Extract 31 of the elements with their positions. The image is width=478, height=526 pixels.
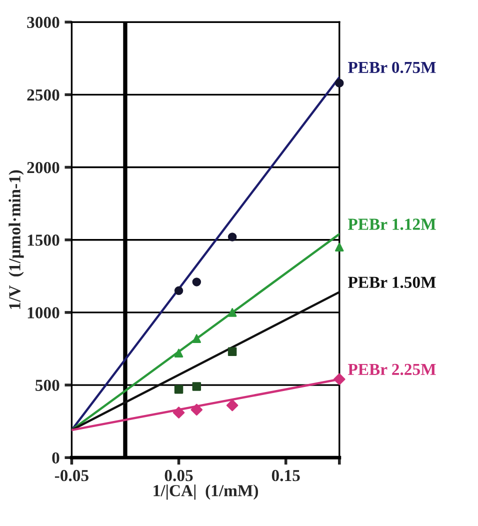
y-axis-title: 1/V (1/μmol·min-1) <box>8 170 24 309</box>
x-tick-label: -0.05 <box>54 470 88 482</box>
y-tick-label: 2500 <box>27 89 60 101</box>
point <box>172 406 185 419</box>
point <box>174 385 184 394</box>
series-label: PEBr 0.75M <box>348 62 436 74</box>
x-tick-label: 0.15 <box>272 470 300 482</box>
x-tick-label: 0.05 <box>164 470 193 482</box>
point <box>192 278 202 286</box>
y-tick-label: 3000 <box>27 16 60 28</box>
point <box>333 373 346 386</box>
point <box>192 382 202 391</box>
point <box>228 308 237 317</box>
series-label: PEBr 1.50M <box>348 276 436 288</box>
y-tick-label: 0 <box>52 452 60 464</box>
point <box>174 286 184 296</box>
series-label: PEBr 1.12M <box>348 218 436 230</box>
point <box>174 348 184 358</box>
y-tick-label: 1000 <box>28 307 60 318</box>
point <box>335 242 344 252</box>
series-label: PEBr 2.25M <box>348 364 436 376</box>
point <box>228 232 237 242</box>
x-axis-title: 1/|CA| (1/mM) <box>154 484 258 500</box>
point <box>226 399 238 412</box>
point <box>228 347 237 356</box>
y-tick-label: 1500 <box>28 234 60 246</box>
point <box>190 404 203 416</box>
point <box>335 78 344 88</box>
point <box>192 334 202 343</box>
y-tick-label: 2000 <box>27 162 60 174</box>
y-tick-label: 500 <box>36 380 60 391</box>
